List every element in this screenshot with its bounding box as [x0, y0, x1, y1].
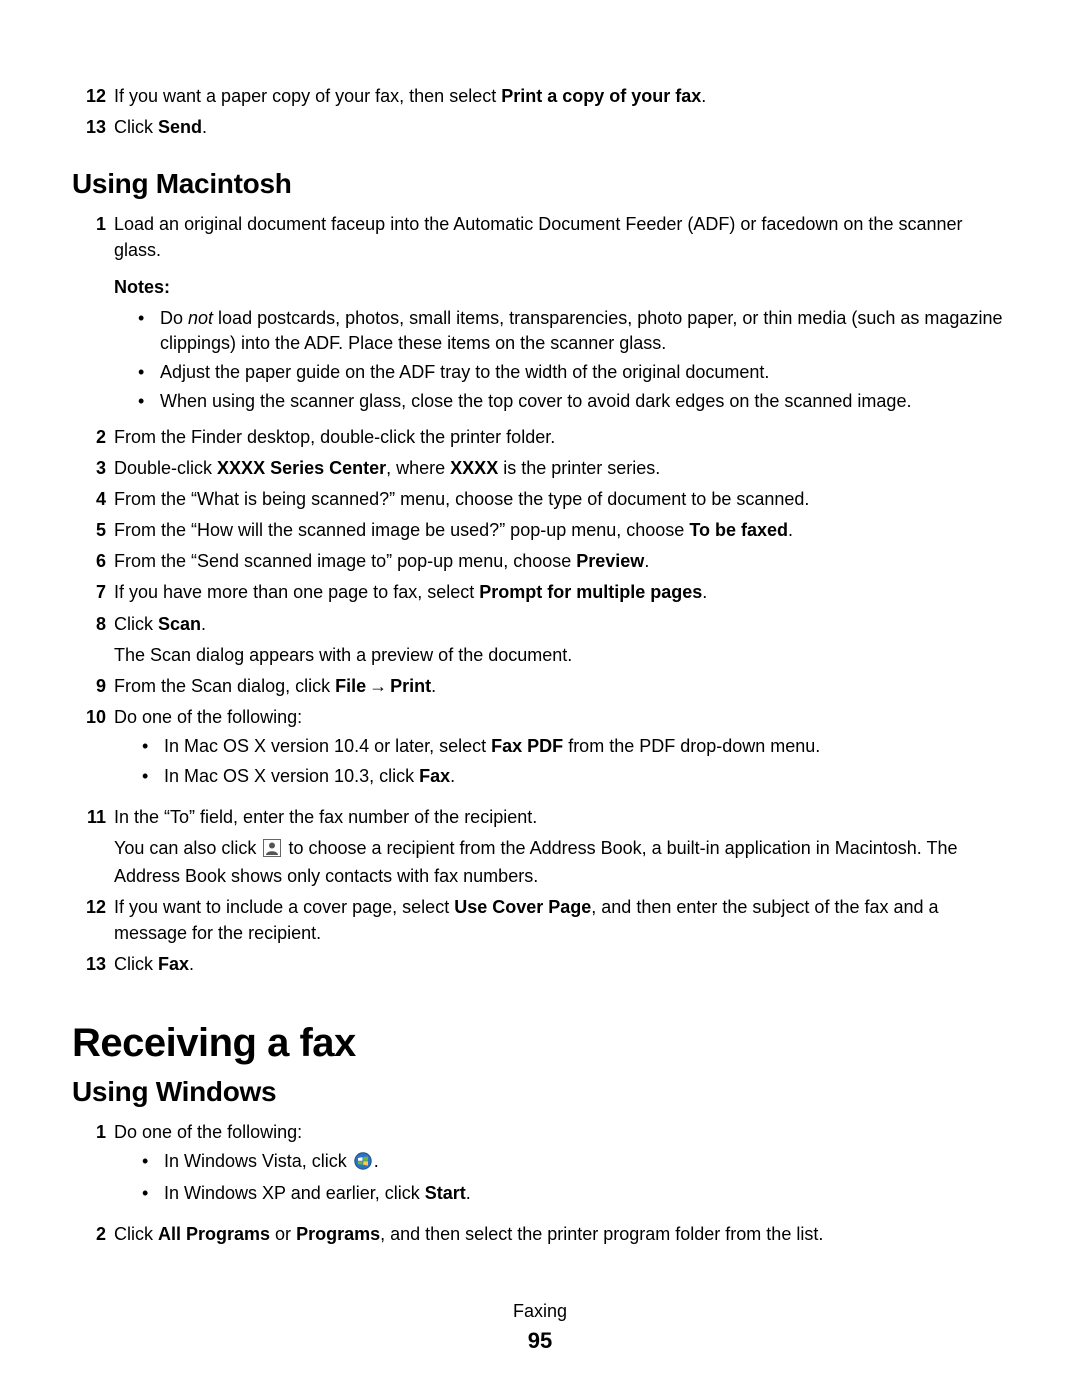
bullet-icon: •: [142, 764, 164, 789]
list-item: 10 Do one of the following: • In Mac OS …: [72, 705, 1008, 799]
list-item: 7 If you have more than one page to fax,…: [72, 580, 1008, 605]
bullet-icon: •: [138, 360, 160, 385]
step-text: From the Finder desktop, double-click th…: [114, 425, 1008, 450]
list-item: 13 Click Send.: [72, 115, 1008, 140]
step-text: Click All Programs or Programs, and then…: [114, 1222, 1008, 1247]
step-text: Double-click XXXX Series Center, where X…: [114, 456, 1008, 481]
list-item: 11 In the “To” field, enter the fax numb…: [72, 805, 1008, 890]
vista-start-orb-icon: [354, 1152, 372, 1177]
step-number: 12: [72, 895, 114, 920]
document-page: 12 If you want a paper copy of your fax,…: [0, 0, 1080, 1248]
step-number: 11: [72, 805, 114, 830]
step-number: 10: [72, 705, 114, 730]
list-item: 12 If you want to include a cover page, …: [72, 895, 1008, 945]
step-number: 12: [72, 84, 114, 109]
list-item: 6 From the “Send scanned image to” pop-u…: [72, 549, 1008, 574]
step-number: 6: [72, 549, 114, 574]
list-item: 1 Load an original document faceup into …: [72, 212, 1008, 262]
step-text: Load an original document faceup into th…: [114, 212, 1008, 262]
note-item: • Do not load postcards, photos, small i…: [138, 306, 1008, 356]
step-number: 5: [72, 518, 114, 543]
step-text: From the “How will the scanned image be …: [114, 518, 1008, 543]
sub-bullet-item: • In Mac OS X version 10.3, click Fax.: [142, 764, 1008, 789]
step-number: 1: [72, 1120, 114, 1145]
step-text: Click Scan. The Scan dialog appears with…: [114, 612, 1008, 668]
step-number: 4: [72, 487, 114, 512]
list-item: 5 From the “How will the scanned image b…: [72, 518, 1008, 543]
step-text: From the “What is being scanned?” menu, …: [114, 487, 1008, 512]
step-number: 1: [72, 212, 114, 237]
notes-label: Notes:: [114, 277, 1008, 298]
sub-bullet-item: • In Mac OS X version 10.4 or later, sel…: [142, 734, 1008, 759]
page-footer: Faxing 95: [0, 1299, 1080, 1357]
note-item: • Adjust the paper guide on the ADF tray…: [138, 360, 1008, 385]
step-number: 13: [72, 115, 114, 140]
list-item: 8 Click Scan. The Scan dialog appears wi…: [72, 612, 1008, 668]
step-text: Do one of the following: • In Mac OS X v…: [114, 705, 1008, 799]
bullet-icon: •: [142, 1149, 164, 1174]
list-item: 9 From the Scan dialog, click File→Print…: [72, 674, 1008, 699]
bullet-icon: •: [142, 1181, 164, 1206]
list-item: 1 Do one of the following: • In Windows …: [72, 1120, 1008, 1217]
bullet-icon: •: [138, 306, 160, 331]
person-icon: [263, 839, 281, 864]
step-text: Click Send.: [114, 115, 1008, 140]
footer-chapter: Faxing: [0, 1299, 1080, 1324]
note-item: • When using the scanner glass, close th…: [138, 389, 1008, 414]
footer-page-number: 95: [0, 1326, 1080, 1357]
list-item: 13 Click Fax.: [72, 952, 1008, 977]
sub-bullet-item: • In Windows Vista, click .: [142, 1149, 1008, 1177]
step-text: Click Fax.: [114, 952, 1008, 977]
step-number: 13: [72, 952, 114, 977]
step-text: If you have more than one page to fax, s…: [114, 580, 1008, 605]
step-text: If you want to include a cover page, sel…: [114, 895, 1008, 945]
list-item: 2 From the Finder desktop, double-click …: [72, 425, 1008, 450]
heading-receiving-a-fax: Receiving a fax: [72, 1021, 1008, 1066]
step-number: 2: [72, 1222, 114, 1247]
arrow-icon: →: [366, 674, 390, 699]
list-item: 4 From the “What is being scanned?” menu…: [72, 487, 1008, 512]
notes-list: • Do not load postcards, photos, small i…: [138, 306, 1008, 415]
step-text: From the “Send scanned image to” pop-up …: [114, 549, 1008, 574]
bullet-icon: •: [142, 734, 164, 759]
sub-bullets: • In Windows Vista, click .: [142, 1149, 1008, 1206]
bullet-icon: •: [138, 389, 160, 414]
step-text: From the Scan dialog, click File→Print.: [114, 674, 1008, 699]
sub-bullet-item: • In Windows XP and earlier, click Start…: [142, 1181, 1008, 1206]
heading-using-windows: Using Windows: [72, 1076, 1008, 1108]
step-text: If you want a paper copy of your fax, th…: [114, 84, 1008, 109]
step-number: 7: [72, 580, 114, 605]
heading-using-macintosh: Using Macintosh: [72, 168, 1008, 200]
list-item: 12 If you want a paper copy of your fax,…: [72, 84, 1008, 109]
sub-bullets: • In Mac OS X version 10.4 or later, sel…: [142, 734, 1008, 788]
list-item: 2 Click All Programs or Programs, and th…: [72, 1222, 1008, 1247]
step-text: Do one of the following: • In Windows Vi…: [114, 1120, 1008, 1217]
step-number: 9: [72, 674, 114, 699]
step-text: In the “To” field, enter the fax number …: [114, 805, 1008, 890]
step-number: 8: [72, 612, 114, 637]
list-item: 3 Double-click XXXX Series Center, where…: [72, 456, 1008, 481]
step-number: 3: [72, 456, 114, 481]
step-number: 2: [72, 425, 114, 450]
